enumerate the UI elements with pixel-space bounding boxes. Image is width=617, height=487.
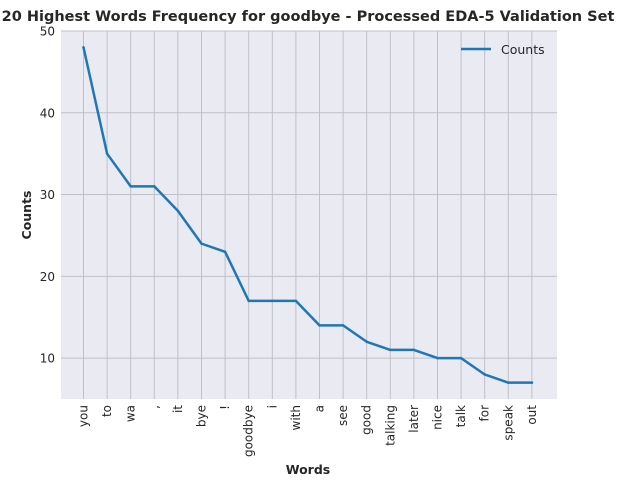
x-tick-label: , <box>147 405 161 409</box>
x-tick-label: see <box>336 405 350 426</box>
data-point <box>318 324 321 327</box>
x-tick-label: good <box>360 405 374 435</box>
x-tick-label: i <box>265 405 279 408</box>
data-point <box>153 185 156 188</box>
y-axis-label: Counts <box>19 191 34 240</box>
data-point <box>412 348 416 352</box>
x-tick-label: speak <box>501 405 515 441</box>
data-point <box>459 356 463 360</box>
legend: Counts <box>461 42 545 57</box>
chart-title: 20 Highest Words Frequency for goodbye -… <box>2 9 615 25</box>
data-point <box>247 299 250 303</box>
data-point <box>341 324 345 327</box>
x-tick-label: bye <box>195 405 209 427</box>
y-tick-label: 40 <box>40 106 55 120</box>
x-tick-label: talk <box>454 405 468 427</box>
data-point <box>176 209 180 213</box>
x-tick-label: with <box>289 405 303 430</box>
data-point <box>200 242 203 245</box>
data-point <box>436 356 439 360</box>
data-point <box>82 46 85 49</box>
series-layer <box>82 46 534 384</box>
grid-lines <box>61 30 557 399</box>
x-tick-label: wa <box>124 405 138 422</box>
data-point <box>223 250 227 254</box>
x-tick-label: you <box>77 405 91 427</box>
x-tick-label: it <box>171 405 185 413</box>
x-tick-label: a <box>313 405 327 412</box>
data-point <box>271 299 274 303</box>
data-point <box>483 373 486 376</box>
data-point <box>294 299 298 303</box>
y-tick-label: 30 <box>40 188 55 202</box>
x-tick-label: for <box>478 405 492 422</box>
y-axis-ticks: 10 20 30 40 50 <box>40 25 55 366</box>
x-tick-label: out <box>525 405 539 425</box>
x-axis-label: Words <box>286 462 330 477</box>
data-point <box>365 340 368 344</box>
data-point <box>389 348 392 352</box>
y-tick-label: 20 <box>40 270 55 284</box>
x-axis-ticks: you to wa, it bye! goodbye i with a see good talkin… <box>77 405 539 457</box>
x-tick-label: later <box>407 405 421 433</box>
x-tick-label: ! <box>218 405 232 410</box>
data-point <box>530 381 534 384</box>
legend-label-counts: Counts <box>501 42 545 57</box>
x-tick-label: to <box>100 405 114 417</box>
x-tick-label: goodbye <box>242 405 256 457</box>
x-tick-label: nice <box>431 405 445 430</box>
data-point <box>129 185 132 188</box>
y-tick-label: 10 <box>40 352 55 366</box>
plot-area <box>61 31 557 399</box>
x-tick-label: talking <box>383 405 397 446</box>
data-point <box>507 381 510 384</box>
data-point <box>105 152 109 155</box>
series-line-counts <box>82 46 534 384</box>
y-tick-label: 50 <box>40 25 55 39</box>
